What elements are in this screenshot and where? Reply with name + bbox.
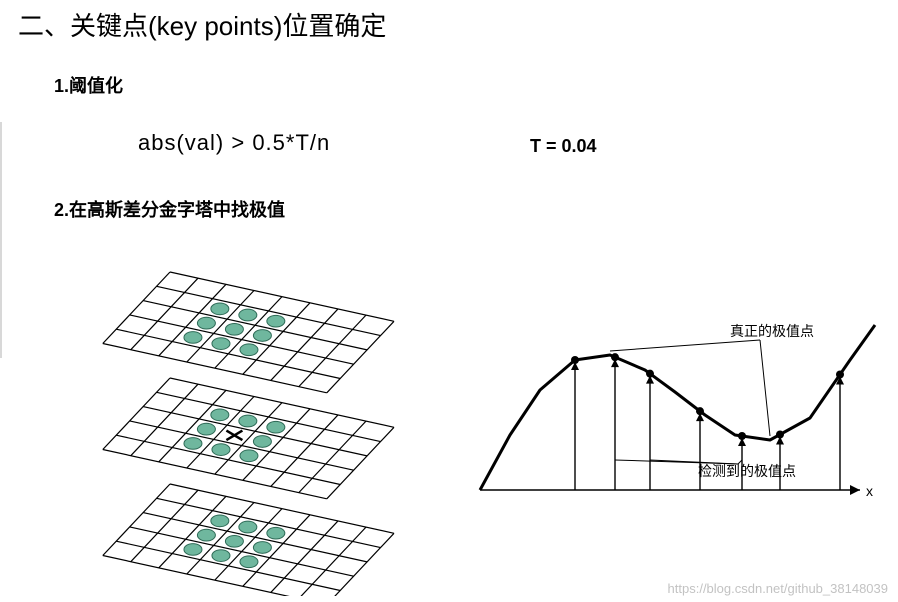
section-title: 二、关键点(key points)位置确定	[18, 6, 386, 43]
subsection-2-heading: 2.在高斯差分金字塔中找极值	[54, 196, 285, 222]
extrema-curve-diagram: x 真正的极值点检测到的极值点	[460, 320, 880, 550]
left-accent-bar	[0, 122, 2, 358]
threshold-formula: abs(val) > 0.5*T/n	[138, 130, 330, 156]
svg-text:真正的极值点: 真正的极值点	[730, 323, 814, 339]
t-value-label: T = 0.04	[530, 136, 597, 157]
subsection-1-heading: 1.阈值化	[54, 72, 123, 98]
svg-text:x: x	[866, 483, 873, 499]
watermark-text: https://blog.csdn.net/github_38148039	[668, 581, 888, 596]
dog-pyramid-diagram	[60, 256, 400, 596]
svg-text:检测到的极值点: 检测到的极值点	[698, 463, 796, 479]
